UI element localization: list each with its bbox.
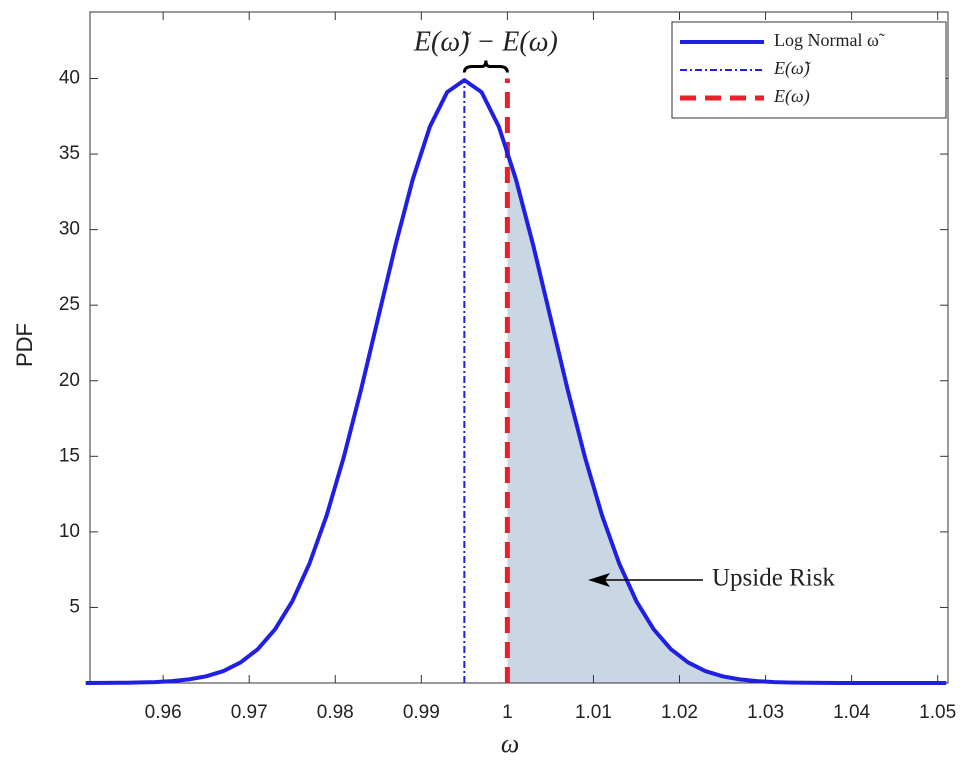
x-tick-label: 1.03 (747, 702, 784, 723)
y-tick-label: 15 (59, 445, 80, 466)
y-tick-label: 5 (69, 596, 80, 617)
annotation: Upside Risk (712, 565, 835, 592)
legend-box (671, 21, 947, 119)
y-axis-label: PDF (12, 323, 37, 367)
x-tick-label: 0.97 (231, 702, 268, 723)
arrow-head (588, 573, 610, 587)
y-tick-label: 20 (59, 370, 80, 391)
annotation: E(ω̃) − E(ω) (413, 26, 558, 57)
legend-label: E(ω) (773, 86, 810, 107)
y-tick-label: 35 (59, 143, 80, 164)
y-tick-label: 30 (59, 219, 80, 240)
x-tick-label: 1.04 (833, 702, 870, 723)
x-tick-label: 1.02 (661, 702, 698, 723)
x-tick-label: 0.99 (403, 702, 440, 723)
x-tick-label: 1 (502, 702, 513, 723)
y-tick-label: 10 (59, 521, 80, 542)
y-tick-label: 40 (59, 68, 80, 89)
legend-label: E(ω̃) (773, 58, 812, 79)
curve (85, 78, 947, 685)
x-axis-label: ω (501, 729, 519, 758)
x-tick-label: 1.05 (919, 702, 956, 723)
legend-label: Log Normal ω̃ (774, 30, 885, 50)
x-tick-label: 0.96 (145, 702, 182, 723)
shaded-area (507, 153, 947, 683)
x-tick-label: 0.98 (317, 702, 354, 723)
brace (462, 60, 509, 73)
plot-frame (89, 11, 949, 684)
y-tick-label: 25 (59, 294, 80, 315)
x-tick-label: 1.01 (575, 702, 612, 723)
